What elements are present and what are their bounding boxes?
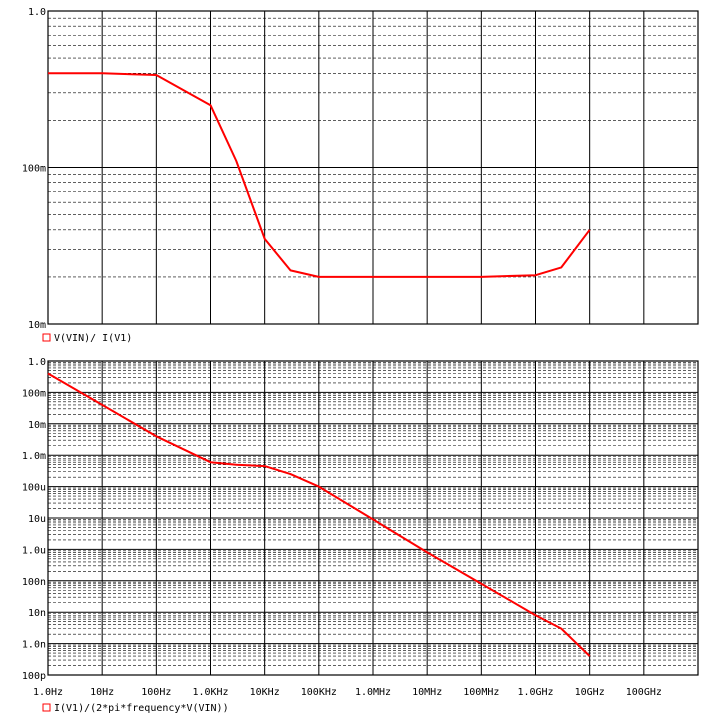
series-line bbox=[47, 372, 591, 657]
x-tick-label: 1.0KHz bbox=[192, 687, 228, 698]
plot-frame bbox=[47, 10, 699, 325]
y-tick-label: 100u bbox=[22, 483, 46, 494]
x-tick-label: 100GHz bbox=[626, 687, 662, 698]
y-tick-label: 100m bbox=[22, 164, 46, 175]
x-tick-label: 10Hz bbox=[90, 687, 114, 698]
x-tick-label: 10MHz bbox=[412, 687, 442, 698]
red-square-outline-icon bbox=[42, 703, 51, 712]
y-tick-label: 10n bbox=[28, 608, 46, 619]
legend-entry: I(V1)/(2*pi*frequency*V(VIN)) bbox=[42, 703, 229, 714]
x-tick-label: 1.0Hz bbox=[33, 687, 63, 698]
legend-label: I(V1)/(2*pi*frequency*V(VIN)) bbox=[54, 703, 229, 714]
y-tick-label: 1.0 bbox=[28, 357, 46, 368]
x-tick-label: 100KHz bbox=[301, 687, 337, 698]
y-tick-label: 100p bbox=[22, 671, 46, 682]
red-square-outline-icon bbox=[42, 333, 51, 342]
y-tick-label: 100m bbox=[22, 388, 46, 399]
y-tick-label: 1.0m bbox=[22, 451, 46, 462]
y-tick-label: 10m bbox=[28, 420, 46, 431]
legend-entry: V(VIN)/ I(V1) bbox=[42, 333, 132, 344]
y-tick-label: 10u bbox=[28, 514, 46, 525]
x-tick-label: 10KHz bbox=[250, 687, 280, 698]
y-tick-label: 10m bbox=[28, 320, 46, 331]
x-tick-label: 10GHz bbox=[575, 687, 605, 698]
x-tick-label: 100Hz bbox=[141, 687, 171, 698]
legend-label: V(VIN)/ I(V1) bbox=[54, 333, 132, 344]
series-line bbox=[48, 72, 591, 278]
x-tick-label: 100MHz bbox=[463, 687, 499, 698]
bottom-chart: 1.0 100m 10m 1.0m 100u 10u 1.0u 100n 10n 1.0n 100p… bbox=[22, 357, 699, 714]
x-tick-label: 1.0MHz bbox=[355, 687, 391, 698]
y-tick-label: 1.0 bbox=[28, 7, 46, 18]
top-chart: 1.0 100m 10m V(VIN)/ I(V1) bbox=[22, 7, 699, 344]
y-tick-label: 1.0n bbox=[22, 640, 46, 651]
y-tick-label: 1.0u bbox=[22, 545, 46, 556]
x-tick-label: 1.0GHz bbox=[517, 687, 553, 698]
plot-frame bbox=[47, 360, 699, 676]
y-tick-label: 100n bbox=[22, 577, 46, 588]
